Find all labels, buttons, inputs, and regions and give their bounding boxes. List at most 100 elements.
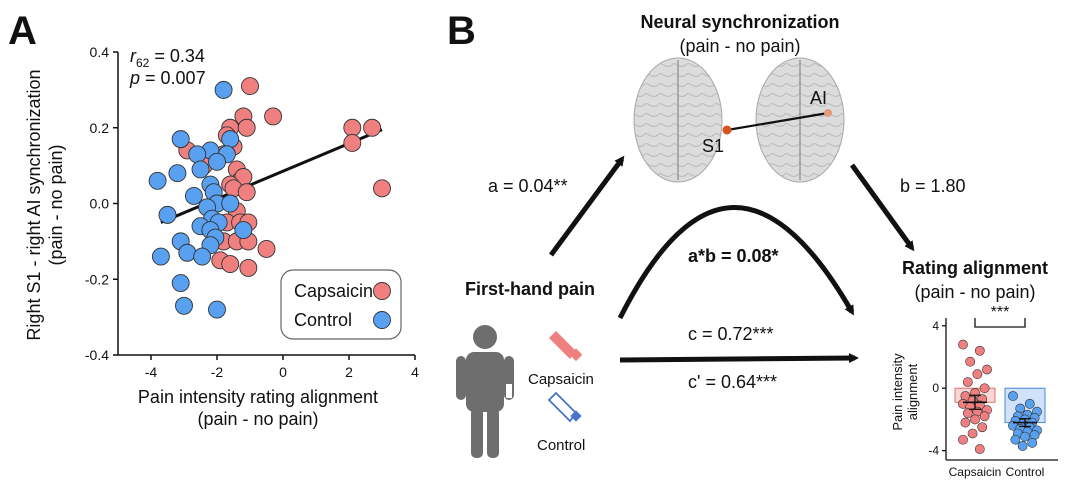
bar-y-tick-label: -4 (928, 444, 939, 458)
predictor-label: First-hand pain (465, 279, 595, 299)
control-point (193, 247, 212, 266)
bar-point (962, 377, 973, 387)
panel-label-b: B (447, 9, 476, 53)
path-c-label: c = 0.72*** (688, 324, 774, 344)
outcome-subtitle: (pain - no pain) (914, 282, 1035, 302)
bar-point (974, 345, 985, 356)
stat-p: p = 0.007 (129, 68, 206, 88)
x-ticks: -4 -2 0 2 4 (145, 355, 419, 380)
legend-capsaicin-marker (373, 282, 391, 300)
capsaicin-point (257, 239, 276, 258)
bar-y-ticks: -4 0 4 (928, 319, 946, 458)
neural-sync-title: Neural synchronization (640, 12, 839, 32)
bar-points (958, 339, 1042, 454)
indirect-path-arrow (617, 205, 855, 320)
significance-label: *** (991, 304, 1010, 321)
control-point (171, 130, 190, 149)
scatter-plot: -0.4 -0.2 0.0 0.2 0.4 -4 -2 0 2 4 r62 = 0.34 p =… (24, 44, 419, 429)
control-point (175, 296, 193, 315)
x-tick-label: 2 (345, 364, 353, 380)
bar-point (970, 414, 980, 425)
path-b-arrow (849, 163, 915, 252)
control-point (208, 152, 226, 171)
s1-label: S1 (702, 136, 724, 156)
y-tick-label: -0.2 (85, 271, 109, 287)
bar-point (979, 411, 990, 422)
legend-capsaicin-label: Capsaicin (294, 281, 373, 301)
bar-point (958, 434, 968, 445)
control-point (178, 243, 197, 262)
control-point (148, 171, 167, 190)
x-axis-label-sub: (pain - no pain) (197, 409, 318, 429)
bar-point (974, 444, 985, 454)
bar-chart: -4 0 4 Capsaicin Control *** Pain intensity… (890, 304, 1058, 479)
stat-r-symbol: r (130, 46, 137, 66)
x-tick-label: -2 (211, 364, 224, 380)
control-point (184, 186, 203, 205)
y-ticks: -0.4 -0.2 0.0 0.2 0.4 (85, 44, 118, 363)
ai-node (824, 109, 832, 117)
capsaicin-point (373, 179, 391, 198)
capsaicin-point (237, 118, 256, 137)
bar-point (958, 339, 968, 350)
x-axis-label: Pain intensity rating alignment (138, 387, 378, 407)
capsaicin-point (343, 118, 362, 137)
capsaicin-icon-label: Capsaicin (528, 371, 594, 388)
y-tick-label: 0.0 (90, 196, 110, 212)
path-a-label: a = 0.04** (488, 176, 568, 196)
stat-r-df: 62 (136, 56, 150, 70)
bar-point (979, 383, 990, 394)
path-b-label: b = 1.80 (900, 176, 966, 196)
path-a-arrow (548, 155, 625, 257)
bar-point (982, 364, 992, 375)
significance-bracket (974, 318, 1026, 328)
neural-sync-subtitle: (pain - no pain) (679, 36, 800, 56)
bar-point (972, 369, 983, 380)
control-point (221, 130, 240, 149)
capsaicin-point (237, 183, 256, 202)
bar-point (1008, 391, 1018, 401)
bar-point (960, 417, 971, 428)
bar-point (965, 356, 976, 367)
y-tick-label: 0.4 (90, 44, 110, 60)
capsaicin-point (241, 77, 259, 96)
bar-category-label: Control (1006, 465, 1045, 479)
path-cprime-label: c' = 0.64*** (688, 372, 777, 392)
outcome-label: Rating alignment (902, 258, 1048, 278)
control-point (171, 274, 190, 292)
y-tick-label: -0.4 (85, 347, 109, 363)
bar-point (962, 408, 973, 419)
legend-control-marker (373, 311, 391, 329)
capsaicin-tube-icon (549, 331, 583, 362)
x-tick-label: 4 (411, 364, 419, 380)
bar-point (1020, 431, 1030, 442)
path-c-arrow (619, 353, 859, 364)
stat-p-symbol: p (129, 68, 140, 88)
bar-categories: Capsaicin Control (949, 465, 1045, 479)
control-point (151, 247, 170, 266)
control-point (214, 80, 233, 99)
bar-point (1010, 434, 1021, 445)
control-point (208, 300, 226, 319)
connectivity-line (726, 111, 829, 132)
control-icon-label: Control (537, 437, 585, 454)
bar-category-label: Capsaicin (949, 465, 1002, 479)
x-tick-label: 0 (279, 364, 287, 380)
path-ab-label: a*b = 0.08* (688, 246, 779, 266)
capsaicin-point (221, 255, 240, 274)
capsaicin-point (363, 118, 382, 137)
ai-label: AI (810, 88, 827, 108)
bar-y-tick-label: 0 (932, 381, 939, 395)
y-axis-label: Right S1 - right AI synchronization (24, 69, 44, 340)
stat-r-value: = 0.34 (149, 46, 205, 66)
control-point (221, 194, 240, 213)
bar-point (977, 422, 988, 433)
stat-r: r62 = 0.34 (130, 46, 205, 70)
capsaicin-point (239, 258, 258, 277)
legend-box (280, 269, 402, 340)
bar-point (1017, 441, 1028, 451)
stat-p-value: = 0.007 (140, 68, 206, 88)
s1-node (722, 125, 732, 135)
control-point (191, 160, 210, 179)
